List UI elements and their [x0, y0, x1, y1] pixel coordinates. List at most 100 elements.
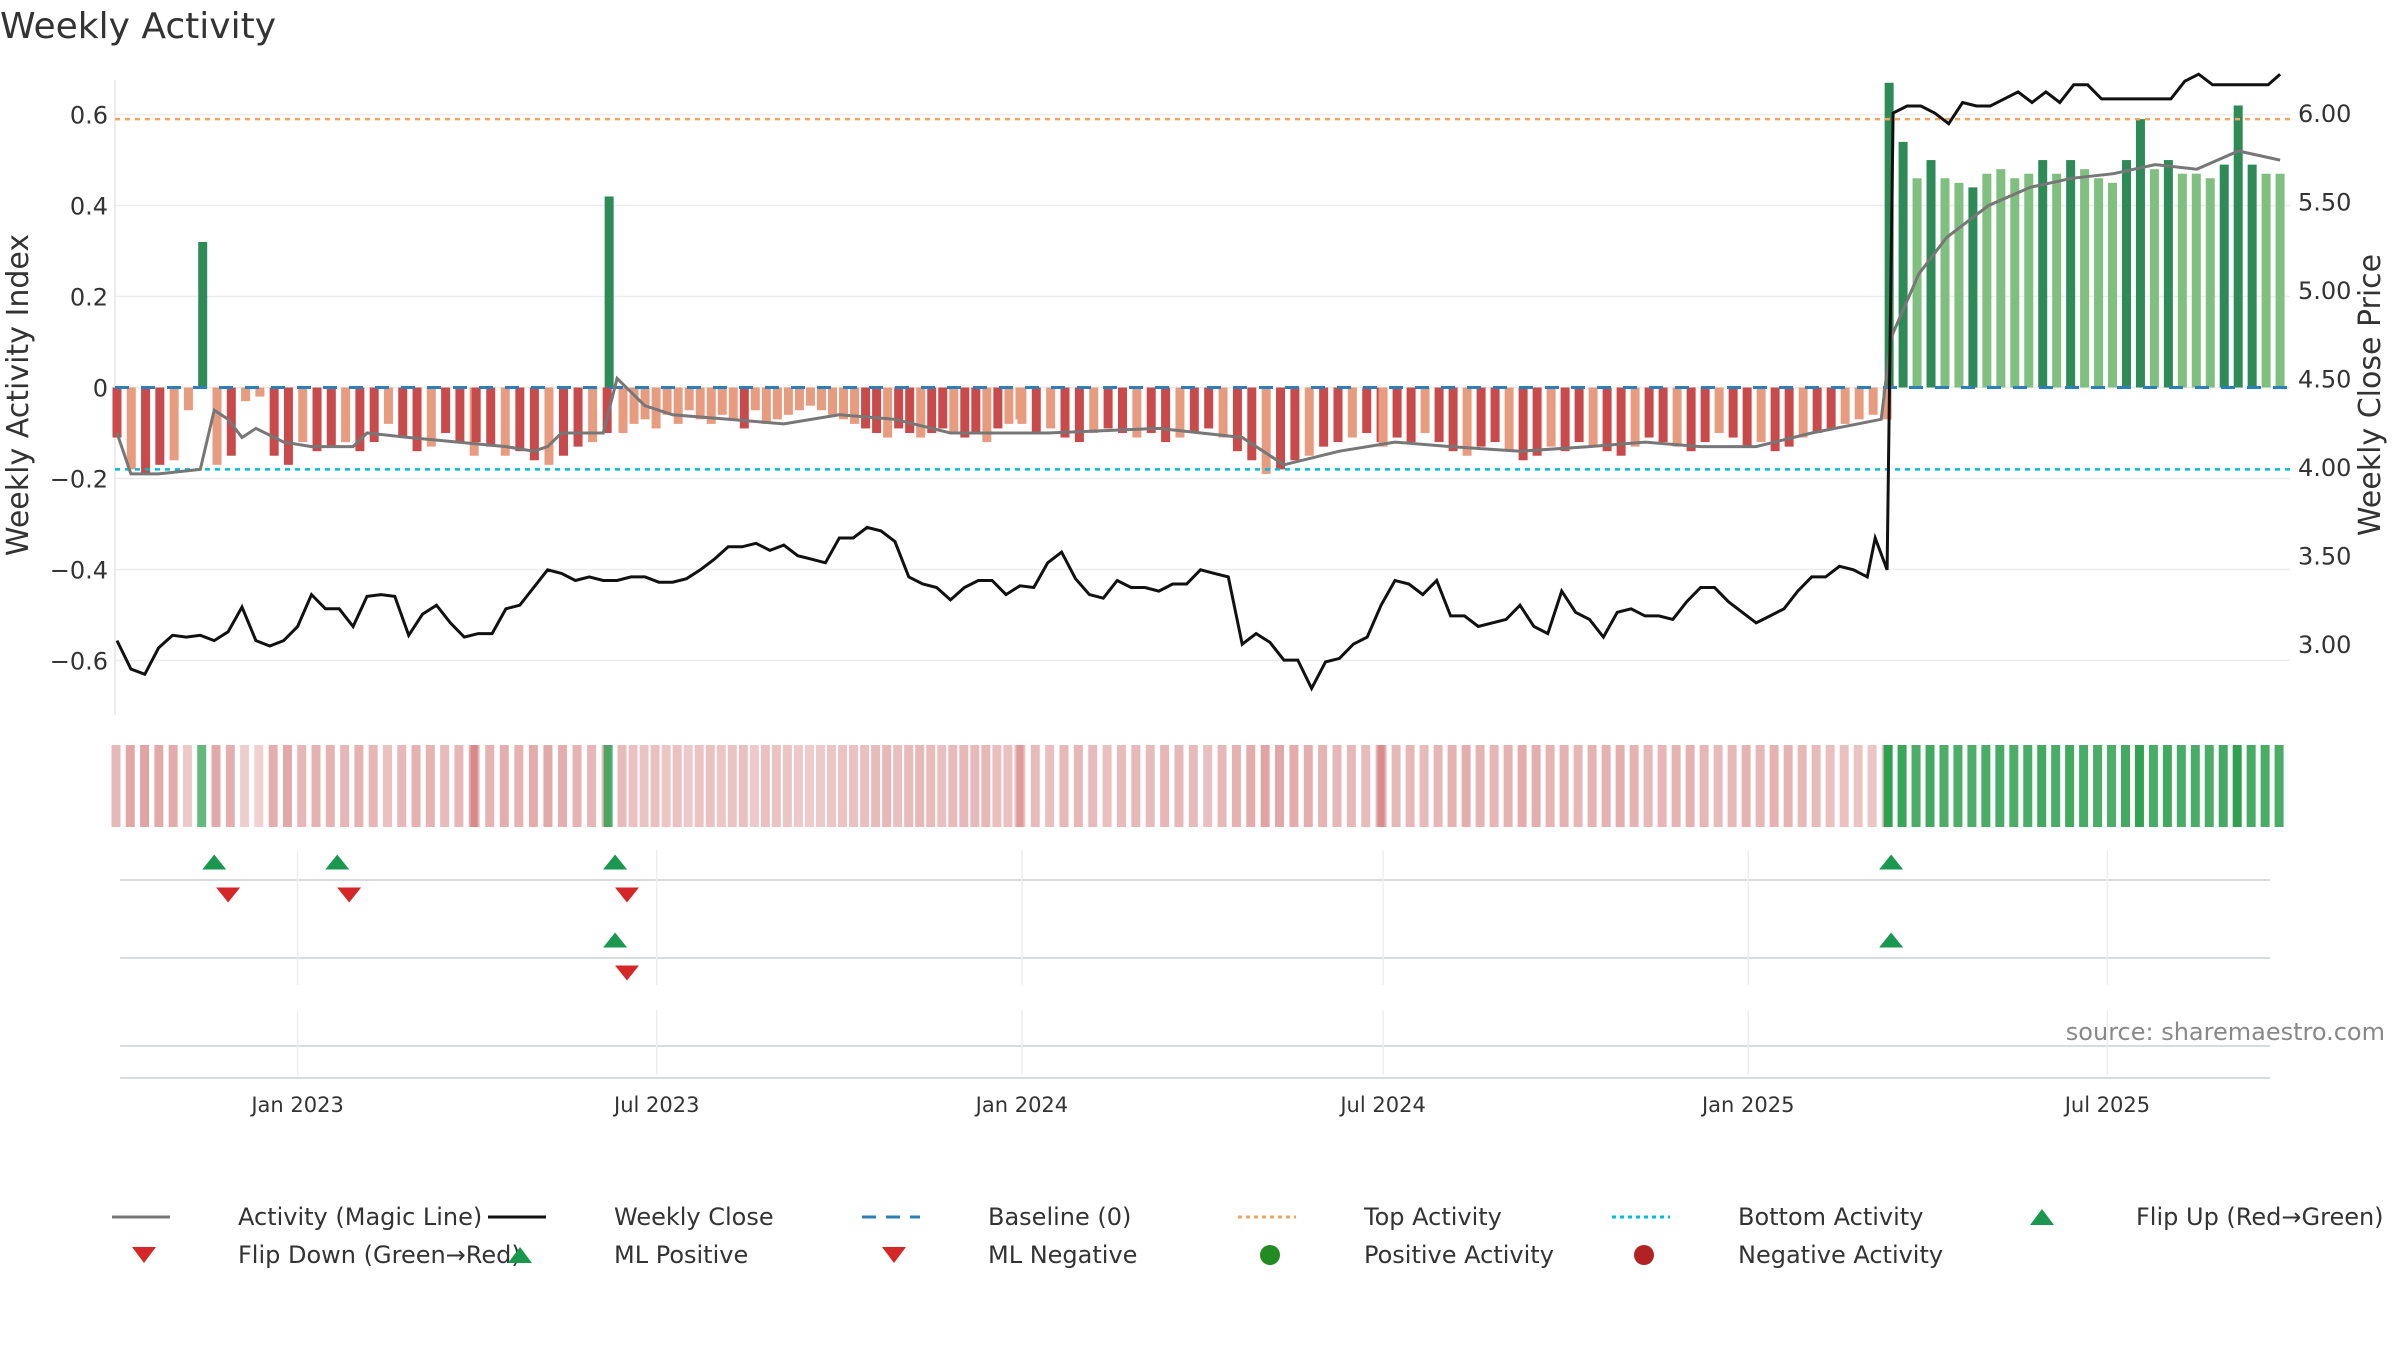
strip-cell: [893, 745, 903, 827]
activity-bar: [949, 387, 959, 433]
strip-cell: [587, 745, 597, 827]
strip-cell: [470, 745, 480, 827]
activity-bar: [1504, 387, 1514, 452]
strip-cell: [1346, 745, 1356, 827]
activity-bar: [412, 387, 422, 452]
strip-cell: [2274, 745, 2284, 827]
activity-bar: [2149, 169, 2159, 388]
strip-cell: [197, 745, 207, 827]
strip-cell: [782, 745, 792, 827]
activity-bar: [573, 387, 583, 447]
strip-cell: [514, 745, 524, 827]
activity-bar: [1089, 387, 1099, 433]
activity-bar: [805, 387, 815, 406]
strip-cell: [468, 745, 478, 827]
activity-bar: [1261, 387, 1271, 474]
strip-cell: [827, 745, 837, 827]
strip-cell: [311, 745, 321, 827]
activity-bar: [1644, 387, 1654, 438]
legend-label: Top Activity: [1363, 1203, 1502, 1231]
flip-up-marker: [325, 854, 350, 870]
strip-cell: [2134, 745, 2144, 827]
activity-bar: [1146, 387, 1156, 433]
legend-label: Weekly Close: [614, 1203, 774, 1231]
strip-cell: [1741, 745, 1751, 827]
activity-bar: [212, 387, 222, 465]
strip-cell: [2218, 745, 2228, 827]
strip-cell: [557, 745, 567, 827]
legend-label: Flip Down (Green→Red): [238, 1241, 521, 1269]
activity-bar: [2219, 164, 2229, 388]
strip-cell: [1981, 745, 1991, 827]
strip-cell: [2023, 745, 2033, 827]
strip-cell: [499, 745, 509, 827]
strip-cell: [1643, 745, 1653, 827]
activity-bar: [529, 387, 539, 461]
activity-bar: [1476, 387, 1486, 447]
strip-cell: [2190, 745, 2200, 827]
flip-up-marker: [1879, 854, 1904, 870]
activity-bar: [1333, 387, 1343, 443]
signal-rows: [120, 850, 2270, 1079]
strip-cell: [125, 745, 135, 827]
y-tick-label: 0: [93, 375, 108, 403]
activity-bar: [1276, 387, 1286, 470]
y-axis-ticks: 0.6 0.4 0.2 0 −0.2 −0.4 −0.6: [50, 102, 108, 676]
strip-cell: [1953, 745, 1963, 827]
activity-bar: [1826, 387, 1836, 429]
strip-cell: [1967, 745, 1977, 827]
strip-cell: [1073, 745, 1083, 827]
activity-bar: [604, 196, 614, 388]
strip-cell: [815, 745, 825, 827]
strip-cell: [2051, 745, 2061, 827]
activity-bar: [1117, 387, 1127, 433]
legend: Activity (Magic Line) Weekly Close Baselin…: [112, 1203, 2384, 1269]
strip-cell: [1685, 745, 1695, 827]
activity-bar: [839, 387, 849, 420]
activity-bar: [1588, 387, 1598, 447]
strip-cell: [849, 745, 859, 827]
strip-cell: [683, 745, 693, 827]
strip-cell: [771, 745, 781, 827]
strip-cell: [1587, 745, 1597, 827]
activity-bar: [1672, 387, 1682, 447]
y-tick-label: 0.2: [70, 284, 108, 312]
activity-heat-strip: [111, 745, 2284, 827]
activity-bar: [629, 387, 639, 424]
activity-bar: [298, 387, 308, 443]
activity-bar: [1868, 387, 1878, 415]
strip-cell: [2037, 745, 2047, 827]
strip-cell: [1433, 745, 1443, 827]
strip-cell: [1375, 745, 1385, 827]
strip-cell: [1145, 745, 1155, 827]
strip-cell: [1217, 745, 1227, 827]
activity-bar: [1247, 387, 1257, 461]
activity-bar: [2024, 173, 2034, 388]
activity-bar: [706, 387, 716, 424]
legend-label: ML Positive: [614, 1241, 748, 1269]
strip-cell: [882, 745, 892, 827]
legend-swatch: [1634, 1245, 1654, 1265]
strip-cell: [1911, 745, 1921, 827]
y2-tick-label: 4.00: [2298, 454, 2351, 482]
y2-tick-label: 4.50: [2298, 366, 2351, 394]
activity-bar: [1392, 387, 1402, 438]
strip-cell: [926, 745, 936, 827]
flip-down-marker: [216, 887, 241, 903]
strip-cell: [2176, 745, 2186, 827]
activity-bar: [341, 387, 351, 443]
strip-cell: [440, 745, 450, 827]
activity-bar: [916, 387, 926, 438]
strip-cell: [904, 745, 914, 827]
flip-down-marker: [614, 887, 639, 903]
legend-swatch: [1260, 1245, 1280, 1265]
y2-axis-ticks: 6.00 5.50 5.00 4.50 4.00 3.50 3.00: [2298, 100, 2351, 659]
activity-bar: [883, 387, 893, 438]
strip-cell: [2246, 745, 2256, 827]
strip-cell: [760, 745, 770, 827]
flip-up-marker: [202, 854, 227, 870]
strip-cell: [1318, 745, 1328, 827]
strip-cell: [2162, 745, 2172, 827]
strip-cell: [1016, 745, 1026, 827]
